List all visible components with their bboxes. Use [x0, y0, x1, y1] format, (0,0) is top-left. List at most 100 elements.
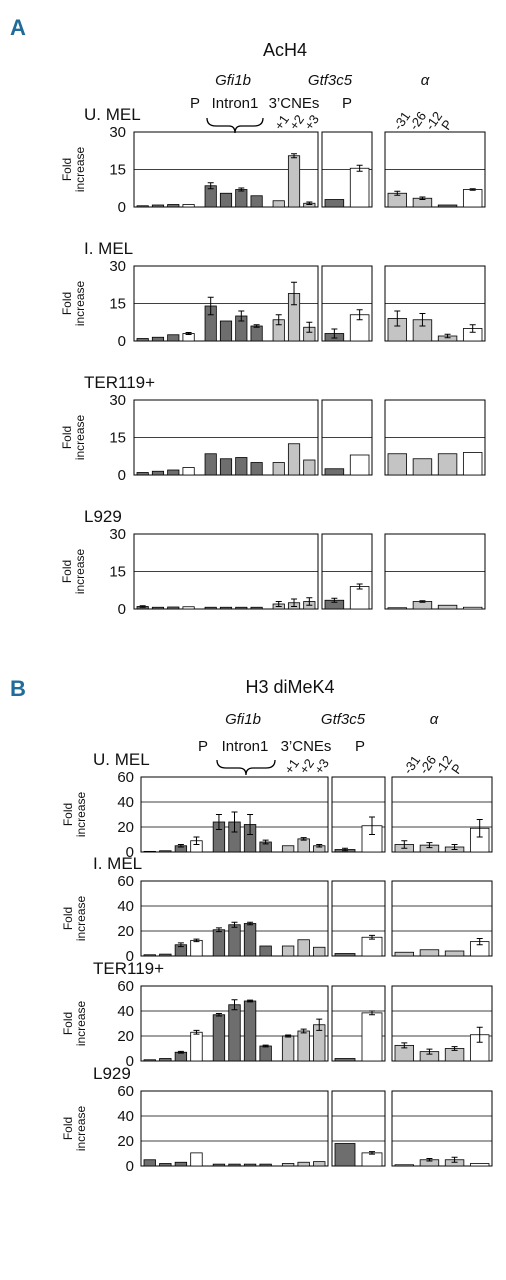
panel-b-title: H3 diMeK4	[245, 677, 334, 697]
gene-label-gfi1b-b: Gfi1b	[225, 711, 261, 728]
bar	[174, 1161, 188, 1167]
bar	[159, 1058, 172, 1062]
bar	[387, 607, 408, 610]
bar	[281, 1163, 295, 1167]
y-tick-label: 20	[117, 1028, 134, 1045]
region-label-gtf3c5-p: P	[342, 95, 352, 112]
y-tick-label: 20	[117, 819, 134, 836]
bar	[287, 443, 301, 476]
bar	[361, 1152, 383, 1167]
bar	[462, 606, 483, 610]
bar	[250, 325, 263, 342]
y-axis-label: Foldincrease	[61, 791, 88, 837]
gene-label-gtf3c5: Gtf3c5	[308, 72, 353, 89]
cne-label-plus3-b: +3	[311, 756, 332, 777]
y-axis-label-line: increase	[73, 146, 87, 192]
bar	[394, 951, 415, 957]
y-tick-label: 15	[109, 162, 126, 179]
bar	[437, 204, 458, 208]
bar	[361, 936, 383, 957]
cne-label-plus2-b: +2	[296, 756, 317, 777]
y-axis-label: Foldincrease	[60, 548, 87, 594]
y-axis-label-line: increase	[74, 1000, 88, 1046]
bar	[219, 192, 233, 208]
bar	[437, 604, 458, 610]
bar	[219, 606, 233, 610]
y-axis-label: Foldincrease	[61, 895, 88, 941]
y-tick-label: 40	[117, 1108, 134, 1125]
bar	[469, 1163, 490, 1167]
y-axis-label: Foldincrease	[60, 146, 87, 192]
cne-label-plus1-b: +1	[281, 756, 302, 777]
y-tick-label: 60	[117, 978, 134, 995]
panel-a-l929-row: L929 0 15 30 Foldincrease	[60, 507, 486, 618]
plot-frame	[331, 776, 386, 853]
y-tick-label: 60	[117, 873, 134, 890]
y-tick-label: 60	[117, 769, 134, 786]
panel-letter-b: B	[10, 676, 26, 701]
cne-label-plus1: +1	[271, 112, 292, 133]
bar	[281, 1035, 295, 1062]
bar	[235, 189, 248, 208]
bar	[212, 929, 226, 957]
bar	[204, 453, 217, 476]
bar	[250, 462, 263, 476]
y-axis-label: Foldincrease	[61, 1105, 88, 1151]
panel-a-u-mel-row: U. MEL 0 15 30 Foldincrease	[60, 105, 486, 216]
panel-b-l929-row: L929 0 20 40 60 Foldincrease	[61, 1064, 493, 1175]
region-label-p-b: P	[198, 738, 208, 755]
bar	[297, 1030, 310, 1062]
panel-b-i-mel-row: I. MEL 0 20 40 60 Foldincrease	[61, 854, 493, 965]
y-tick-label: 15	[109, 296, 126, 313]
bar	[297, 1161, 310, 1167]
y-axis-label-line: Fold	[61, 803, 75, 826]
bar	[143, 954, 156, 957]
intron-brace-b	[216, 759, 276, 776]
bar	[272, 200, 285, 208]
gene-label-gtf3c5-b: Gtf3c5	[321, 711, 366, 728]
y-tick-label: 0	[118, 199, 126, 216]
bar	[159, 953, 172, 957]
bar	[243, 923, 257, 957]
y-axis-label-line: increase	[74, 791, 88, 837]
y-tick-label: 0	[118, 333, 126, 350]
bar	[136, 472, 149, 476]
bar	[387, 453, 408, 476]
cell-label: TER119+	[84, 373, 155, 392]
panel-b-u-mel-row: U. MEL 0 20 40 60 Foldincrease	[61, 750, 493, 861]
bar	[212, 1163, 226, 1167]
bar	[204, 606, 217, 610]
bar	[297, 838, 310, 853]
region-label-p: P	[190, 95, 200, 112]
y-tick-label: 60	[117, 1083, 134, 1100]
bar	[151, 470, 165, 476]
bar	[334, 1143, 356, 1167]
bar	[167, 606, 180, 610]
bar	[419, 949, 440, 957]
cell-label: I. MEL	[84, 239, 133, 258]
plot-frame	[391, 880, 493, 957]
cne-label-plus3: +3	[301, 112, 322, 133]
y-axis-label-line: Fold	[61, 1012, 75, 1035]
gene-label-gfi1b: Gfi1b	[215, 72, 251, 89]
bar	[324, 199, 345, 208]
cne-label-plus2: +2	[286, 112, 307, 133]
cell-label: U. MEL	[93, 750, 150, 769]
region-label-3cnes-b: 3’CNEs	[281, 738, 332, 755]
bar	[228, 1004, 241, 1062]
bar	[334, 1058, 356, 1062]
bar	[462, 189, 483, 208]
y-tick-label: 0	[118, 467, 126, 484]
gene-label-alpha: α	[421, 72, 430, 89]
plot-frame	[331, 1090, 386, 1167]
y-axis-label-line: increase	[73, 280, 87, 326]
y-axis-label-line: Fold	[60, 292, 74, 315]
bar	[159, 1163, 172, 1167]
cell-label: L929	[93, 1064, 131, 1083]
bar	[228, 1163, 241, 1167]
bar	[349, 586, 370, 610]
bar	[151, 606, 165, 610]
bar	[182, 204, 195, 208]
bar	[143, 850, 156, 853]
panel-a-ter119-row: TER119+ 0 15 30 Foldincrease	[60, 373, 486, 484]
